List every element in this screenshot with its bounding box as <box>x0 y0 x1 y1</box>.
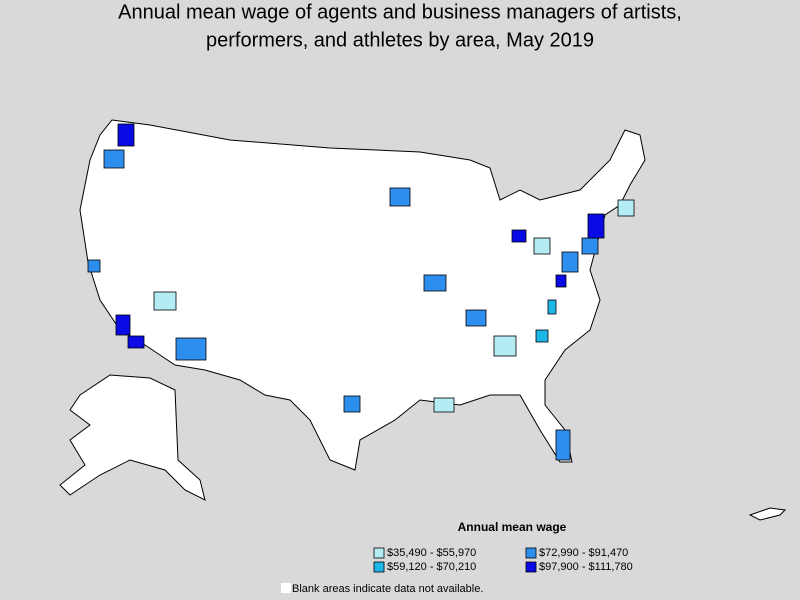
area-pit <box>533 237 551 255</box>
area-msp <box>389 187 411 207</box>
area-bal <box>561 251 579 273</box>
title-line: Annual mean wage of agents and business … <box>118 1 682 23</box>
area-atl <box>493 335 517 357</box>
area-clt <box>535 329 549 343</box>
area-mia <box>555 429 571 461</box>
area-sf <box>87 259 101 273</box>
area-portland <box>103 149 125 169</box>
area-lv <box>153 291 177 311</box>
legend-swatch <box>525 561 537 573</box>
footnote-swatch <box>281 583 291 593</box>
legend-swatch <box>525 547 537 559</box>
us-map <box>59 119 787 521</box>
area-no <box>433 397 455 413</box>
area-ral <box>547 299 557 315</box>
area-stl <box>423 274 447 292</box>
hawaii <box>748 507 787 521</box>
alaska <box>59 374 206 501</box>
area-det <box>511 229 527 243</box>
title-line: performers, and athletes by area, May 20… <box>206 29 594 51</box>
area-phx <box>175 337 207 361</box>
legend-label: $59,120 - $70,210 <box>387 561 476 573</box>
footnote: Blank areas indicate data not available. <box>292 583 483 595</box>
legend-title: Annual mean wage <box>458 520 567 534</box>
area-bos <box>617 199 635 217</box>
area-seattle <box>117 123 135 147</box>
area-la <box>115 314 131 336</box>
legend-label: $72,990 - $91,470 <box>539 547 628 559</box>
legend-swatch <box>373 547 385 559</box>
area-nash <box>465 309 487 327</box>
legend: $35,490 - $55,970 $59,120 - $70,210 $72,99… <box>373 547 633 573</box>
area-nyc <box>587 213 605 239</box>
area-aus <box>343 395 361 413</box>
area-sd <box>127 335 145 349</box>
wage-areas <box>87 123 635 461</box>
legend-swatch <box>373 561 385 573</box>
legend-label: $35,490 - $55,970 <box>387 547 476 559</box>
area-phl <box>581 237 599 255</box>
legend-label: $97,900 - $111,780 <box>539 561 633 573</box>
area-dc <box>555 274 567 288</box>
